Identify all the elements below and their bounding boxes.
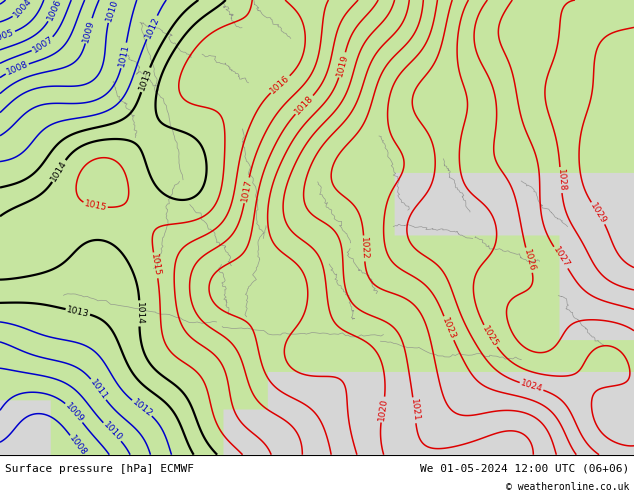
Text: 1022: 1022 xyxy=(359,237,369,260)
Text: We 01-05-2024 12:00 UTC (06+06): We 01-05-2024 12:00 UTC (06+06) xyxy=(420,464,629,474)
Text: 1008: 1008 xyxy=(67,434,88,458)
Text: 1023: 1023 xyxy=(440,316,457,341)
Text: 1008: 1008 xyxy=(4,60,29,77)
Text: 1010: 1010 xyxy=(104,0,120,23)
Text: Surface pressure [hPa] ECMWF: Surface pressure [hPa] ECMWF xyxy=(5,464,194,474)
Text: 1012: 1012 xyxy=(143,15,160,40)
Text: 1014: 1014 xyxy=(135,302,144,325)
Text: 1015: 1015 xyxy=(150,253,162,277)
Text: © weatheronline.co.uk: © weatheronline.co.uk xyxy=(505,482,629,490)
Text: 1006: 1006 xyxy=(45,0,63,22)
Text: 1016: 1016 xyxy=(269,74,292,96)
Text: 1026: 1026 xyxy=(522,248,536,272)
Text: 1018: 1018 xyxy=(293,94,315,116)
Text: 1021: 1021 xyxy=(408,398,420,422)
Text: 1019: 1019 xyxy=(335,53,349,77)
Text: 1011: 1011 xyxy=(117,43,131,68)
Text: 1011: 1011 xyxy=(88,377,109,401)
Text: 1027: 1027 xyxy=(551,245,571,270)
Text: 1013: 1013 xyxy=(66,305,90,318)
Text: 1028: 1028 xyxy=(555,169,566,192)
Text: 1013: 1013 xyxy=(138,68,153,92)
Text: 1014: 1014 xyxy=(49,159,68,183)
Text: 1007: 1007 xyxy=(31,35,55,55)
Text: 1004: 1004 xyxy=(11,0,33,20)
Text: 1009: 1009 xyxy=(63,401,86,424)
Text: 1010: 1010 xyxy=(101,420,124,443)
Text: 1009: 1009 xyxy=(81,19,96,43)
Text: 1012: 1012 xyxy=(131,397,154,418)
Text: 1005: 1005 xyxy=(0,27,15,44)
Text: 1024: 1024 xyxy=(519,379,544,394)
Text: 1020: 1020 xyxy=(377,397,389,421)
Text: 1017: 1017 xyxy=(240,178,254,202)
Text: 1015: 1015 xyxy=(83,199,108,213)
Text: 1025: 1025 xyxy=(481,324,500,348)
Text: 1029: 1029 xyxy=(588,201,608,225)
